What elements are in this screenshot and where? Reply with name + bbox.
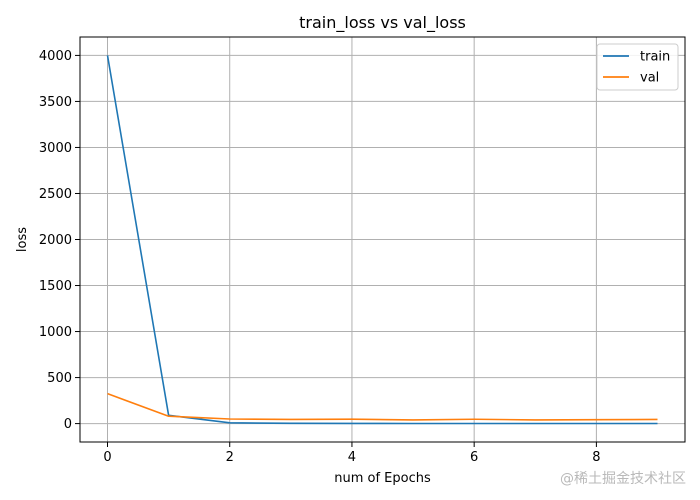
axis-ticks: 0 2 4 6 8 0 500 1000 1500 2000 2500 3000 3500 4000	[39, 49, 601, 465]
chart-title: train_loss vs val_loss	[299, 13, 466, 33]
x-tick-label: 6	[470, 450, 478, 465]
y-tick-label: 0	[64, 417, 72, 432]
y-tick-label: 3000	[39, 141, 72, 156]
legend-label-train: train	[640, 50, 670, 65]
x-tick-label: 4	[348, 450, 356, 465]
y-tick-label: 2500	[39, 187, 72, 202]
y-tick-label: 2000	[39, 233, 72, 248]
x-tick-label: 8	[592, 450, 600, 465]
series-lines	[106, 55, 658, 425]
watermark-text: @稀土掘金技术社区	[560, 471, 686, 487]
y-axis-label: loss	[15, 227, 30, 252]
y-tick-label: 4000	[39, 49, 72, 64]
y-tick-label: 3500	[39, 95, 72, 110]
series-line-val	[107, 392, 658, 421]
series-line-train	[106, 55, 658, 425]
legend-label-val: val	[640, 71, 659, 86]
x-tick-label: 0	[103, 450, 111, 465]
y-tick-label: 1000	[39, 325, 72, 340]
x-axis-label: num of Epochs	[334, 471, 431, 486]
y-tick-label: 1500	[39, 279, 72, 294]
x-tick-label: 2	[226, 450, 234, 465]
legend: train val	[596, 43, 679, 91]
y-tick-label: 500	[47, 371, 72, 386]
